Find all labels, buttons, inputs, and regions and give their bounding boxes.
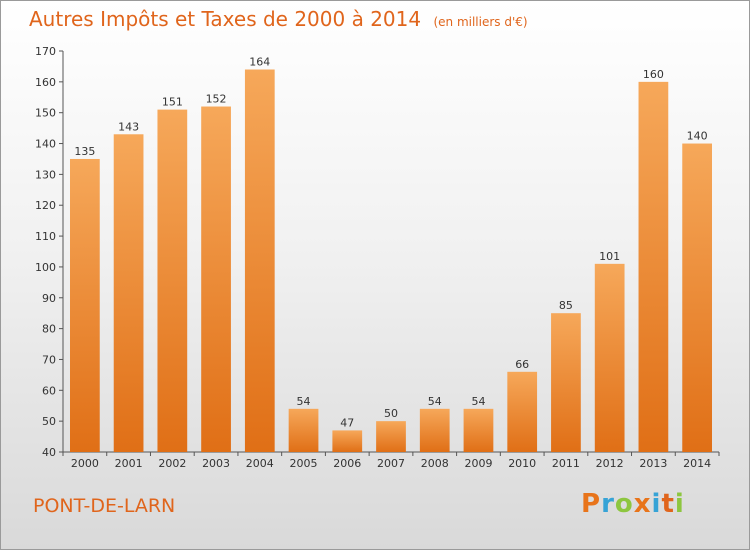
bar-value-label: 101	[599, 250, 620, 263]
bar-2000	[69, 158, 100, 452]
x-tick-label: 2005	[290, 457, 318, 470]
chart-title: Autres Impôts et Taxes de 2000 à 2014 (e…	[29, 7, 528, 31]
y-tick-label: 50	[42, 415, 56, 428]
x-tick-label: 2011	[552, 457, 580, 470]
y-tick-label: 150	[35, 107, 56, 120]
proxiti-logo[interactable]: Proxiti	[581, 489, 685, 519]
x-tick-label: 2002	[158, 457, 186, 470]
bar-value-label: 143	[118, 120, 139, 133]
y-tick-label: 110	[35, 230, 56, 243]
bar-value-label: 54	[297, 395, 311, 408]
chart-unit: (en milliers d'€)	[433, 15, 528, 29]
bar-2010	[507, 371, 538, 452]
bar-value-label: 151	[162, 96, 183, 109]
bar-2003	[201, 106, 231, 453]
x-tick-label: 2014	[683, 457, 711, 470]
bar-2009	[463, 408, 494, 452]
bar-value-label: 160	[643, 68, 664, 81]
bar-2001	[113, 134, 144, 453]
bar-value-label: 50	[384, 407, 398, 420]
bar-2004	[244, 69, 275, 452]
y-tick-label: 100	[35, 261, 56, 274]
chart-axes: 40 50 60 70 80 90 100 110 120 130 140 150 160 170 2000…	[35, 45, 720, 470]
x-tick-label: 2013	[639, 457, 667, 470]
x-tick-label: 2006	[333, 457, 361, 470]
bar-value-label: 85	[559, 299, 573, 312]
y-tick-label: 120	[35, 199, 56, 212]
bar-value-label: 135	[74, 145, 95, 158]
y-tick-label: 40	[42, 446, 56, 459]
x-tick-label: 2008	[421, 457, 449, 470]
x-tick-label: 2007	[377, 457, 405, 470]
y-tick-label: 60	[42, 384, 56, 397]
y-tick-label: 160	[35, 76, 56, 89]
bar-2012	[594, 263, 625, 452]
bar-value-label: 47	[340, 416, 354, 429]
y-tick-label: 80	[42, 323, 56, 336]
bar-2008	[419, 408, 450, 452]
bar-value-label: 54	[428, 395, 442, 408]
bar-value-label: 66	[515, 358, 529, 371]
chart-bars: 135 143 151 152 164 54 47 50 54 54 66 85 101 160 140	[69, 56, 713, 453]
commune-name: PONT-DE-LARN	[33, 495, 176, 517]
bar-2006	[332, 430, 363, 452]
bar-2013	[638, 81, 669, 452]
x-tick-label: 2003	[202, 457, 230, 470]
chart-title-text: Autres Impôts et Taxes de 2000 à 2014	[29, 7, 422, 31]
x-tick-label: 2012	[596, 457, 624, 470]
bar-value-label: 54	[471, 395, 485, 408]
bar-value-label: 164	[249, 56, 270, 69]
y-tick-label: 170	[35, 45, 56, 58]
x-tick-label: 2001	[115, 457, 143, 470]
x-tick-label: 2004	[246, 457, 274, 470]
bar-value-label: 140	[687, 130, 708, 143]
y-tick-label: 130	[35, 168, 56, 181]
x-tick-label: 2009	[464, 457, 492, 470]
bar-2011	[551, 313, 581, 452]
bar-2007	[376, 421, 406, 452]
y-tick-label: 90	[42, 292, 56, 305]
y-tick-label: 140	[35, 138, 56, 151]
bar-2002	[157, 109, 188, 452]
bar-value-label: 152	[206, 93, 227, 106]
x-tick-label: 2000	[71, 457, 99, 470]
x-tick-label: 2010	[508, 457, 536, 470]
y-tick-label: 70	[42, 353, 56, 366]
bar-2005	[288, 408, 319, 452]
bar-2014	[682, 143, 713, 453]
